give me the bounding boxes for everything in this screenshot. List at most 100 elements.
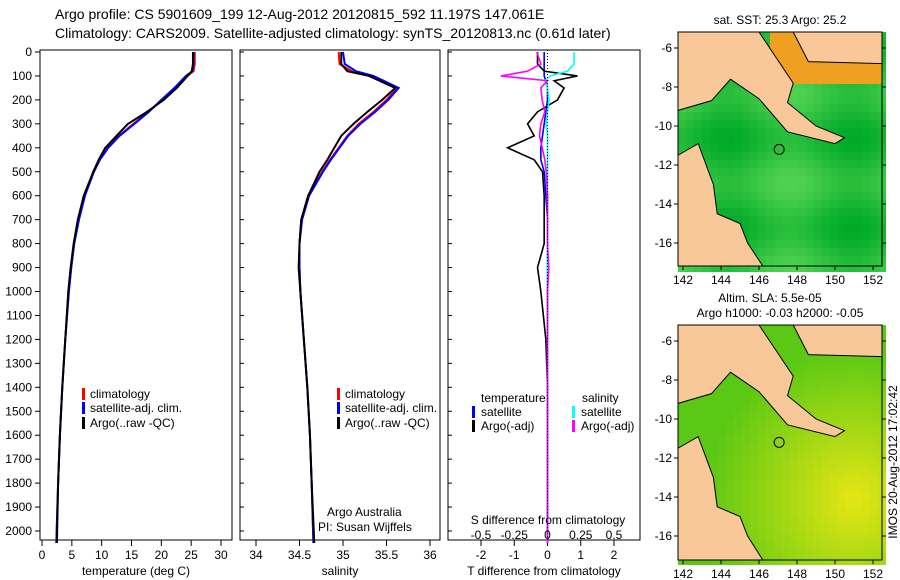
sea-cell [702,152,710,160]
sea-cell [870,152,878,160]
sea-cell [702,557,710,565]
map-title-sla: Altim. SLA: 5.5e-05 [718,291,822,305]
sea-cell [838,501,846,509]
sea-cell [838,413,846,421]
sea-cell [838,152,846,160]
sea-cell [806,389,814,397]
sea-cell [870,437,878,445]
sea-cell [782,429,790,437]
sea-cell [782,509,790,517]
sea-cell [870,208,878,216]
y-tick-label: 600 [12,189,32,203]
sea-cell [742,493,750,501]
sea-cell [798,176,806,184]
sea-cell [822,517,830,525]
sea-cell [798,240,806,248]
sea-cell [822,373,830,381]
sea-cell [838,264,846,272]
y-tick-label: 1500 [5,404,32,418]
sea-cell [694,557,702,565]
sea-cell [830,104,838,112]
sea-cell [814,224,822,232]
sea-cell [782,541,790,549]
sea-cell [798,381,806,389]
map-x-tick-label: 146 [749,567,769,580]
sea-cell [734,264,742,272]
sea-cell [814,152,822,160]
sea-cell [766,136,774,144]
sea-cell [814,389,822,397]
sea-cell [814,501,822,509]
sea-cell [822,541,830,549]
sea-cell [830,421,838,429]
sea-cell [854,184,862,192]
sea-cell [838,509,846,517]
sea-cell [734,453,742,461]
sea-cell [846,88,854,96]
sea-cell [758,437,766,445]
sea-cell [870,104,878,112]
sea-cell [806,501,814,509]
sea-cell [814,160,822,168]
sea-cell [838,144,846,152]
sea-cell [854,525,862,533]
sea-cell [854,437,862,445]
sea-cell [774,184,782,192]
sea-cell [854,176,862,184]
sea-cell [726,160,734,168]
sea-cell [726,176,734,184]
map-frame [677,31,883,267]
legend-swatch [472,406,475,418]
map-x-tick-label: 142 [673,567,693,580]
sea-cell [766,248,774,256]
sea-cell [766,421,774,429]
sea-cell [774,437,782,445]
sea-cell [782,152,790,160]
sea-cell [806,373,814,381]
sea-cell [838,453,846,461]
sea-cell [814,549,822,557]
sea-cell [790,341,798,349]
sea-cell [870,128,878,136]
sea-cell [854,240,862,248]
sea-cell [846,120,854,128]
sea-cell [718,405,726,413]
sea-cell [766,240,774,248]
sea-cell [774,525,782,533]
sea-cell [742,160,750,168]
map-x-tick-label: 150 [825,567,845,580]
sea-cell [758,477,766,485]
sea-cell [870,517,878,525]
sea-cell [774,445,782,453]
sea-cell [814,533,822,541]
y-tick-label: 100 [12,69,32,83]
sea-cell [830,357,838,365]
sea-cell [790,248,798,256]
sea-cell [822,256,830,264]
legend-swatch [337,417,340,429]
sea-cell [782,485,790,493]
sea-cell [750,421,758,429]
sea-cell [814,509,822,517]
sea-cell [758,469,766,477]
sea-cell [798,96,806,104]
sea-cell [806,517,814,525]
sea-cell [766,184,774,192]
sea-cell [790,144,798,152]
sea-cell [854,88,862,96]
sea-cell [726,96,734,104]
sea-cell [702,136,710,144]
sea-cell [710,120,718,128]
sea-cell [678,144,686,152]
sea-cell [710,136,718,144]
sea-cell [798,88,806,96]
sea-cell [750,240,758,248]
sea-cell [846,517,854,525]
sea-cell [782,493,790,501]
x-tick-label: 15 [125,548,139,562]
sea-cell [846,248,854,256]
sea-cell [846,264,854,272]
sea-cell [862,421,870,429]
x-tick-label: 34.5 [288,548,312,562]
series-line-satellite-adj-clim- [298,51,401,544]
